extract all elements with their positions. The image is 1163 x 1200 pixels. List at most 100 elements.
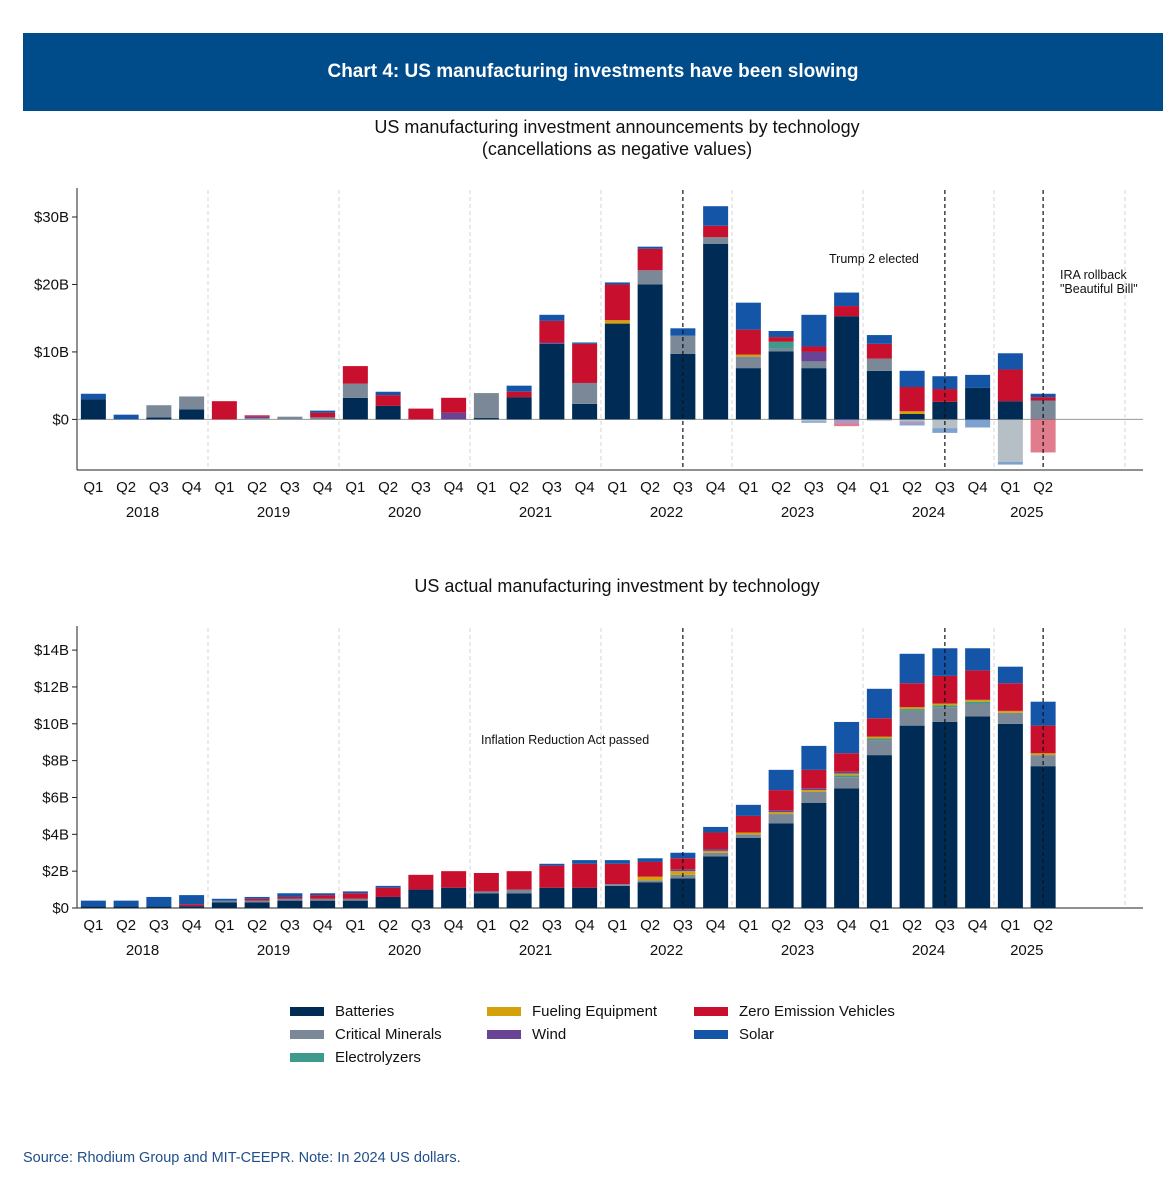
c2-bar-zero-emission-vehicles [866,718,892,737]
c1-bar-batteries [146,417,172,420]
c2-bar-critical-minerals [342,898,368,901]
c1-quarter-label: Q1 [607,479,627,496]
source-note: Source: Rhodium Group and MIT-CEEPR. Not… [23,1150,461,1166]
c1-bar-batteries [604,323,630,420]
annotation-beautiful-bill: "Beautiful Bill" [1060,282,1138,296]
legend-swatch [487,1030,521,1039]
c1-bar-zero-emission-vehicles [441,397,467,413]
c2-bar-zero-emission-vehicles [965,670,991,700]
c1-y-tick-label: $10B [34,344,69,361]
c1-quarter-label: Q2 [509,479,529,496]
c2-bar-solar [735,804,761,816]
c1-bar-batteries [342,397,368,420]
c2-bar-zero-emission-vehicles [506,871,532,890]
legend-item-zero-emission-vehicles: Zero Emission Vehicles [694,1003,895,1020]
c1-year-label: 2022 [650,504,683,521]
c1-quarter-label: Q4 [837,479,857,496]
c1-bar-wind [244,416,270,419]
top-chart-title-line2: (cancellations as negative values) [481,139,753,159]
c2-bar-wind [801,788,827,791]
c2-y-tick-label: $0 [52,900,69,917]
c2-bar-batteries [179,906,205,908]
c2-bar-batteries [572,887,598,908]
top-chart-title: US manufacturing investment announcement… [77,116,1157,160]
c2-bar-critical-minerals [899,710,925,726]
c2-quarter-label: Q2 [902,917,922,934]
c1-bar-batteries [637,284,663,420]
c1-bar-critical-minerals [637,270,663,285]
legend-item-batteries: Batteries [290,1003,394,1020]
c2-quarter-label: Q2 [116,917,136,934]
c2-bar-electrolyzers [866,738,892,741]
announcements-chart: $0 $10B $20B $30B Q1 Q2 Q3 Q4 Q1 Q2 Q3 Q4 Q1 Q2 Q3 Q4 Q1… [34,188,1143,521]
c2-quarter-label: Q4 [837,917,857,934]
c2-bar-critical-minerals [244,900,270,903]
c1-bar-batteries [801,368,827,420]
c1-bar-critical-minerals [277,416,303,420]
c2-bar-wind [703,849,729,851]
c2-bar-batteries [965,716,991,908]
c1-bar-batteries [179,409,205,420]
c2-quarter-label: Q2 [1033,917,1053,934]
c1-neg-bar-wind [834,419,860,424]
c2-y-tick-label: $12B [34,679,69,696]
c2-bar-zero-emission-vehicles [899,683,925,708]
c1-bar-critical-minerals [572,382,598,404]
c2-bar-wind [768,810,794,813]
c2-y-tick-label: $6B [42,789,69,806]
c2-bar-zero-emission-vehicles [473,873,499,892]
legend-label: Wind [532,1026,567,1043]
c1-bar-zero-emission-vehicles [866,343,892,359]
c2-quarter-label: Q1 [214,917,234,934]
legend-item-critical-minerals: Critical Minerals [290,1026,442,1043]
c1-bar-critical-minerals [801,361,827,369]
c1-bar-zero-emission-vehicles [768,337,794,342]
c2-quarter-label: Q1 [476,917,496,934]
c1-bar-batteries [539,343,565,420]
c2-bar-batteries [113,906,139,908]
c2-bar-zero-emission-vehicles [375,887,401,897]
c2-bar-critical-minerals [834,777,860,789]
legend-swatch [290,1053,324,1062]
c2-bar-batteries [899,725,925,908]
c1-bar-critical-minerals [703,237,729,244]
c1-quarter-label: Q2 [1033,479,1053,496]
c1-bar-zero-emission-vehicles [539,320,565,343]
c1-bar-zero-emission-vehicles [801,346,827,352]
legend-item-wind: Wind [487,1026,566,1043]
c1-bar-critical-minerals [866,358,892,371]
c2-bar-batteries [604,885,630,908]
c1-bar-solar [866,335,892,344]
c1-bar-solar [113,414,139,420]
chart-banner-title: Chart 4: US manufacturing investments ha… [23,33,1163,111]
c2-bar-critical-minerals [310,898,336,901]
c1-bar-solar [965,374,991,388]
c2-quarter-label: Q3 [280,917,300,934]
c2-bar-critical-minerals [997,712,1023,724]
legend-swatch [290,1007,324,1016]
c1-year-label: 2024 [912,504,945,521]
c2-bar-zero-emission-vehicles [735,815,761,833]
c2-bar-solar [179,895,205,905]
c2-bar-solar [703,826,729,833]
c1-year-label: 2019 [257,504,290,521]
c2-bar-fueling-equipment [965,699,991,702]
c2-year-label: 2023 [781,942,814,959]
c2-bar-solar [113,900,139,907]
c1-bar-solar [637,246,663,249]
c2-bar-solar [637,858,663,862]
c1-quarter-label: Q3 [935,479,955,496]
c2-bar-fueling-equipment [899,707,925,710]
c1-bar-batteries [572,403,598,420]
c1-bar-batteries [768,351,794,420]
c1-quarter-label: Q2 [640,479,660,496]
c2-quarter-label: Q2 [771,917,791,934]
c1-quarter-label: Q1 [214,479,234,496]
c2-bar-zero-emission-vehicles [244,898,270,901]
c1-quarter-label: Q2 [116,479,136,496]
c2-bar-zero-emission-vehicles [997,683,1023,711]
legend-label: Critical Minerals [335,1026,442,1043]
c1-bar-solar [834,292,860,307]
c2-quarter-label: Q3 [149,917,169,934]
c2-bar-solar [965,648,991,671]
